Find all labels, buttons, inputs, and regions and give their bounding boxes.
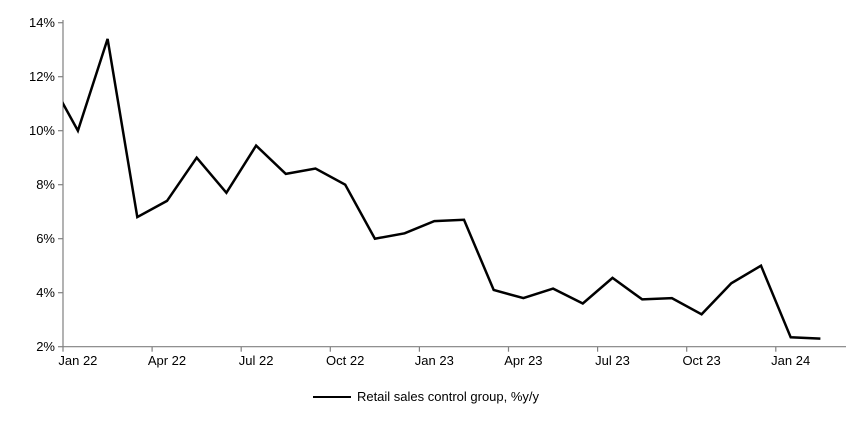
y-axis-label: 8% (36, 177, 55, 192)
x-axis-label: Jan 22 (58, 353, 97, 368)
x-axis-label: Jan 23 (415, 353, 454, 368)
x-axis-label: Oct 23 (682, 353, 720, 368)
x-axis-label: Jul 22 (239, 353, 274, 368)
y-axis-label: 10% (29, 123, 55, 138)
x-axis-label: Apr 22 (148, 353, 186, 368)
legend: Retail sales control group, %y/y (0, 389, 852, 404)
legend-series-label: Retail sales control group, %y/y (356, 389, 540, 404)
y-axis-label: 14% (29, 15, 55, 30)
y-axis-label: 2% (36, 339, 55, 354)
y-axis-label: 12% (29, 69, 55, 84)
x-axis-label: Oct 22 (326, 353, 364, 368)
data-line-retail-sales-control-group (63, 38, 821, 340)
y-axis-label: 4% (36, 285, 55, 300)
x-axis-label: Apr 23 (504, 353, 542, 368)
x-axis-label: Jul 23 (595, 353, 630, 368)
y-axis-label: 6% (36, 231, 55, 246)
x-axis-label: Jan 24 (771, 353, 810, 368)
legend-line-swatch (312, 395, 351, 398)
